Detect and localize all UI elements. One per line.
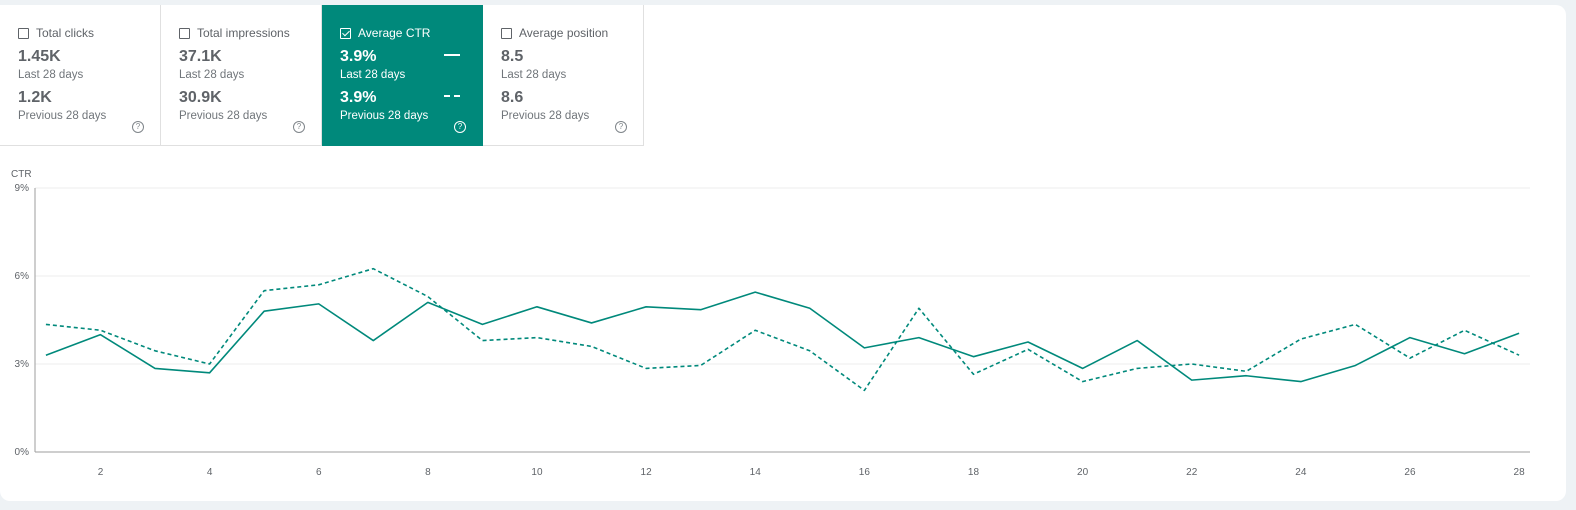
metric-tile-average-ctr[interactable]: Average CTR 3.9% Last 28 days 3.9% Previ… (322, 5, 483, 146)
metric-previous-period: Previous 28 days (179, 110, 268, 122)
metric-label: Total clicks (36, 26, 95, 40)
x-tick-label: 14 (750, 467, 762, 478)
checkbox-icon[interactable] (179, 27, 190, 39)
ctr-line-chart: CTR 0%3%6%9%2 4 6 8 10 12 14 16 18 20 22 24 26 28 (11, 169, 1530, 478)
metric-previous-period: Previous 28 days (340, 110, 429, 122)
help-icon[interactable]: ? (132, 121, 144, 133)
metric-header: Total impressions (179, 26, 290, 40)
metric-label: Average CTR (358, 26, 431, 40)
series-line-current (45, 291, 1520, 383)
metric-current-value: 37.1K (179, 48, 222, 65)
help-icon[interactable]: ? (293, 121, 305, 133)
metric-previous-value: 8.6 (501, 89, 524, 106)
x-tick-label: 8 (425, 467, 431, 478)
metric-tile-total-clicks[interactable]: Total clicks 1.45K Last 28 days 1.2K Pre… (0, 5, 161, 146)
x-tick-label: 12 (641, 467, 653, 478)
checkbox-checked-icon[interactable] (340, 27, 351, 39)
x-tick-label: 24 (1295, 467, 1307, 478)
metric-header: Total clicks (18, 26, 94, 40)
x-tick-label: 2 (98, 467, 104, 478)
metric-tiles: Total clicks 1.45K Last 28 days 1.2K Pre… (0, 5, 644, 146)
x-tick-label: 22 (1186, 467, 1198, 478)
x-tick-label: 10 (531, 467, 543, 478)
metric-current-value: 1.45K (18, 48, 61, 65)
metric-header: Average CTR (340, 26, 430, 40)
metric-label: Average position (519, 26, 609, 40)
metric-header: Average position (501, 26, 608, 40)
checkbox-icon[interactable] (18, 27, 29, 39)
x-tick-label: 18 (968, 467, 980, 478)
metric-current-value: 3.9% (340, 48, 377, 65)
x-tick-label: 28 (1514, 467, 1526, 478)
x-tick-label: 20 (1077, 467, 1089, 478)
series-line-previous (45, 267, 1520, 392)
solid-line-legend-icon (444, 54, 460, 56)
metric-label: Total impressions (197, 26, 290, 40)
y-tick-label: 6% (15, 271, 30, 282)
help-icon[interactable]: ? (454, 121, 466, 133)
metric-previous-value: 3.9% (340, 89, 377, 106)
metric-current-value: 8.5 (501, 48, 524, 65)
dashed-line-legend-icon (444, 95, 460, 97)
x-tick-label: 4 (207, 467, 213, 478)
x-tick-label: 16 (859, 467, 871, 478)
metric-previous-value: 1.2K (18, 89, 52, 106)
metric-previous-period: Previous 28 days (501, 110, 590, 122)
checkbox-icon[interactable] (501, 27, 512, 39)
metric-current-period: Last 28 days (18, 69, 84, 81)
performance-card: Total clicks 1.45K Last 28 days 1.2K Pre… (0, 5, 1566, 501)
metric-tile-total-impressions[interactable]: Total impressions 37.1K Last 28 days 30.… (161, 5, 322, 146)
metric-current-period: Last 28 days (340, 69, 406, 81)
metric-previous-value: 30.9K (179, 89, 222, 106)
metric-current-period: Last 28 days (179, 69, 245, 81)
y-tick-label: 3% (15, 359, 30, 370)
x-tick-label: 26 (1404, 467, 1416, 478)
metric-previous-period: Previous 28 days (18, 110, 107, 122)
y-tick-label: 9% (15, 183, 30, 194)
metric-tile-average-position[interactable]: Average position 8.5 Last 28 days 8.6 Pr… (483, 5, 644, 146)
help-icon[interactable]: ? (615, 121, 627, 133)
metric-current-period: Last 28 days (501, 69, 567, 81)
x-tick-label: 6 (316, 467, 322, 478)
y-axis-label: CTR (11, 169, 32, 180)
y-tick-label: 0% (15, 447, 30, 458)
